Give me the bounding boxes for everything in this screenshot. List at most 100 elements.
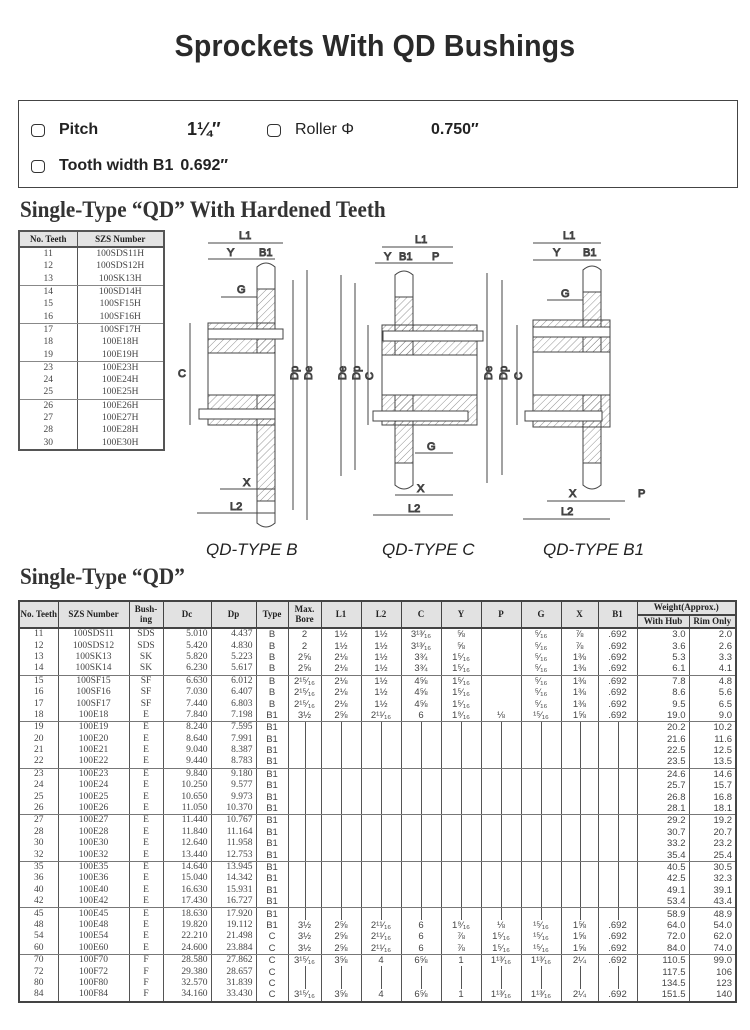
cell-teeth: 20 <box>18 733 59 745</box>
cell-dp: 15.931 <box>210 884 257 896</box>
cell-l2 <box>360 744 402 757</box>
col-header-with-hub: With Hub <box>636 614 690 629</box>
table-row: 14 100SD14H <box>18 285 165 299</box>
cell-g <box>520 733 562 746</box>
cell-teeth: 84 <box>18 989 59 1002</box>
label-dp: Dp <box>351 366 363 380</box>
label-g: G <box>561 288 570 300</box>
cell-g: ⁵⁄₁₆ <box>520 698 562 710</box>
cell-l1 <box>320 977 362 990</box>
single-type-qd-table: No. Teeth SZS Number Bush-ing Dc Dp Type Max. … <box>18 600 737 1003</box>
cell-b1 <box>597 721 638 734</box>
cell-bushing: E <box>128 861 164 874</box>
cell-dp: 8.783 <box>210 756 257 769</box>
cell-y: 1⁵⁄₁₆ <box>440 651 482 664</box>
cell-g: ⁵⁄₁₆ <box>520 628 562 641</box>
cell-type: C <box>255 977 289 990</box>
cell-weight-rim-only: 6.5 <box>688 698 737 710</box>
cell-g: ⁵⁄₁₆ <box>520 640 562 652</box>
cell-g <box>520 791 562 804</box>
cell-b1 <box>597 826 638 839</box>
cell-p <box>480 663 522 676</box>
label-l2: L2 <box>230 501 242 513</box>
cell-l2 <box>360 861 402 874</box>
table-row: 30 100E30 E 12.640 11.958 B1 33.2 23.2 <box>18 838 737 850</box>
label-b1: B1 <box>399 251 412 263</box>
cell-weight-rim-only: 12.5 <box>688 744 737 757</box>
cell-c <box>400 721 442 734</box>
spec-box: Pitch 1¼″ Roller Φ 0.750″ Tooth width B1… <box>18 100 738 188</box>
cell-l1: 2⅛ <box>320 675 362 687</box>
label-x: X <box>243 477 251 489</box>
cell-b1 <box>597 791 638 804</box>
cell-max-bore <box>287 884 322 897</box>
table-row: 25 100E25H <box>18 386 165 400</box>
roller-value: 0.750″ <box>431 121 479 138</box>
cell-g <box>520 768 562 781</box>
cell-szs-number: 100E32 <box>57 849 130 862</box>
table-row: 35 100E35 E 14.640 13.945 B1 40.5 30.5 <box>18 861 737 874</box>
table-row: 26 100E26H <box>18 399 165 412</box>
cell-szs-number: 100SF16 <box>57 686 130 699</box>
cell-b1 <box>597 802 638 816</box>
cell-x <box>560 895 599 909</box>
cell-bushing: E <box>128 814 164 827</box>
cell-b1: .692 <box>597 989 638 1002</box>
cell-bushing: E <box>128 942 164 955</box>
cell-max-bore <box>287 895 322 909</box>
cell-bushing: E <box>128 873 164 885</box>
cell-weight-with-hub: 134.5 <box>636 977 690 990</box>
table-row: 28 100E28 E 11.840 11.164 B1 30.7 20.7 <box>18 826 737 839</box>
cell-y: ⅝ <box>440 640 482 652</box>
cell-b1: .692 <box>597 698 638 710</box>
cell-p <box>480 733 522 746</box>
col-header-dc: Dc <box>162 600 212 629</box>
cell-y <box>440 873 482 885</box>
cell-y <box>440 966 482 979</box>
cell-max-bore <box>287 780 322 792</box>
cell-l1 <box>320 814 362 827</box>
cell-g <box>520 744 562 757</box>
cell-max-bore <box>287 768 322 781</box>
cell-g <box>520 966 562 979</box>
cell-b1 <box>597 838 638 850</box>
cell-bushing: E <box>128 791 164 803</box>
cell-szs-number: 100E28 <box>57 826 130 839</box>
table-row: 12 100SDS12H <box>18 260 165 273</box>
cell-max-bore <box>287 849 322 862</box>
cell-b1 <box>597 849 638 862</box>
cell-teeth: 12 <box>18 640 59 652</box>
cell-l2: 1½ <box>360 663 402 676</box>
cell-bushing: SDS <box>128 628 164 641</box>
col-header-c: C <box>400 600 442 629</box>
cell-type: B1 <box>255 733 289 745</box>
cell-c <box>400 977 442 990</box>
table-row: 54 100E54 E 22.210 21.498 C 3½ 2⅝ 2¹¹⁄₁₆ 6 ⅞ 1⁵⁄₁₆ ¹… <box>18 931 737 943</box>
cell-y: 1⁹⁄₁₆ <box>440 709 482 723</box>
cell-c <box>400 838 442 850</box>
cell-c <box>400 733 442 746</box>
cell-szs-number: 100F84 <box>57 989 130 1002</box>
cell-teeth: 28 <box>18 424 78 437</box>
cell-weight-rim-only: 74.0 <box>688 942 737 955</box>
cell-l1 <box>320 907 362 920</box>
cell-l2: 1½ <box>360 640 402 652</box>
cell-max-bore <box>287 861 322 874</box>
cell-teeth: 24 <box>18 780 59 792</box>
cell-type: B1 <box>255 826 289 839</box>
single-type-heading: Single-Type “QD” <box>20 564 185 589</box>
cell-weight-with-hub: 58.9 <box>636 907 690 920</box>
cell-p <box>480 768 522 781</box>
cell-p <box>480 756 522 769</box>
cell-g <box>520 826 562 839</box>
cell-weight-rim-only: 9.0 <box>688 709 737 723</box>
cell-c <box>400 907 442 920</box>
col-header-y: Y <box>440 600 482 629</box>
cell-g <box>520 861 562 874</box>
cell-g <box>520 849 562 862</box>
cell-dp: 16.727 <box>210 895 257 909</box>
sprocket-diagrams: L1 Y B1 G C Dp De X L2 L1 Y B1 P G De Dp… <box>178 230 646 528</box>
cell-y <box>440 861 482 874</box>
cell-g: ¹⁵⁄₁₆ <box>520 919 562 932</box>
cell-l2: 1½ <box>360 675 402 687</box>
